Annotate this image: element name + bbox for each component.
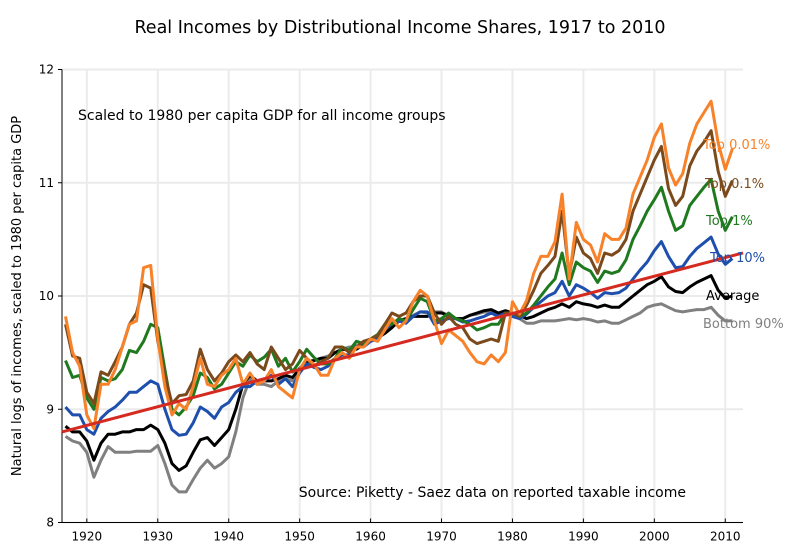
x-tick-label: 2010 (710, 530, 741, 544)
series-line-top-0-01- (64, 99, 734, 430)
x-tick-label: 1920 (72, 530, 103, 544)
y-tick-label: 12 (39, 63, 54, 77)
series-group (61, 99, 744, 494)
series-line-top-1- (64, 177, 734, 417)
series-line-bottom-90- (64, 302, 733, 494)
x-tick-label: 1940 (213, 530, 244, 544)
series-label: Top 0.01% (702, 138, 770, 153)
series-line-top-0-1- (64, 129, 734, 406)
y-tick-label: 10 (39, 289, 54, 303)
trend-line (61, 251, 744, 434)
y-tick-label: 9 (46, 402, 54, 416)
grid (62, 68, 743, 524)
x-tick-label: 1960 (355, 530, 386, 544)
chart-title: Real Incomes by Distributional Income Sh… (134, 18, 665, 38)
x-tick-label: 2000 (639, 530, 670, 544)
annotation-source: Source: Piketty - Saez data on reported … (299, 485, 686, 501)
x-tick-label: 1930 (142, 530, 173, 544)
series-label: Top 10% (709, 251, 765, 266)
y-tick-label: 11 (39, 176, 54, 190)
series-label: Top 1% (705, 214, 753, 229)
x-tick-label: 1950 (284, 530, 315, 544)
x-tick-label: 1970 (426, 530, 457, 544)
x-tick-label: 1990 (568, 530, 599, 544)
x-tick-label: 1980 (497, 530, 528, 544)
series-line-top-10- (64, 235, 734, 437)
axes: 1920 1930 1940 1950 1960 1970 1980 1990 2000 2010… (39, 63, 743, 544)
y-axis-label: Natural logs of incomes, scaled to 1980 … (10, 116, 25, 476)
series-labels: Bottom 90% Average Top 10% Top 1% Top 0.1% To… (702, 138, 784, 332)
series-label: Bottom 90% (703, 317, 784, 332)
series-label: Average (706, 289, 759, 304)
series-label: Top 0.1% (704, 177, 764, 192)
y-tick-label: 8 (46, 516, 54, 530)
annotation-scaled: Scaled to 1980 per capita GDP for all in… (78, 108, 446, 124)
